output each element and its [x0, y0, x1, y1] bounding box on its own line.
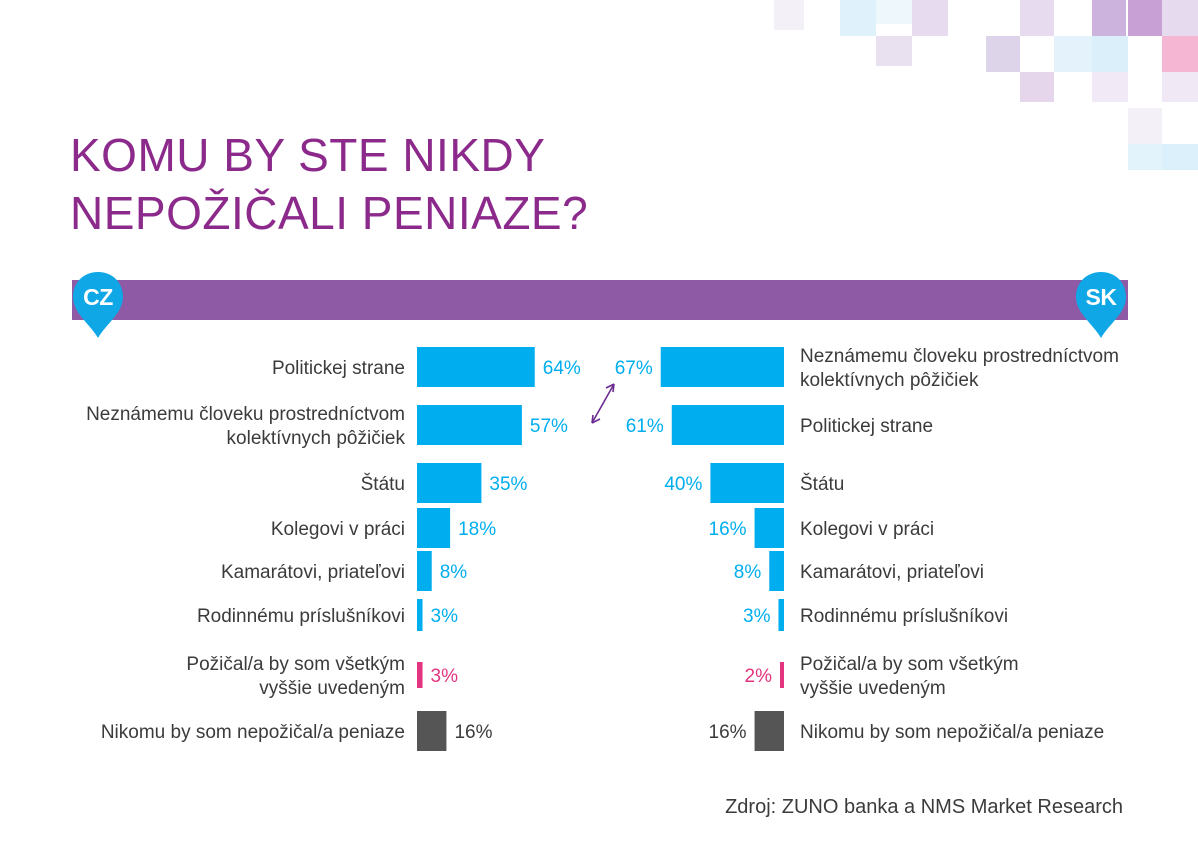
mosaic-tile: [1162, 144, 1198, 170]
sk-value-label: 16%: [709, 519, 747, 540]
cz-bar: [417, 405, 522, 445]
page-title: KOMU BY STE NIKDY NEPOŽIČALI PENIAZE?: [70, 126, 588, 242]
sk-value-label: 61%: [626, 416, 664, 437]
decorative-mosaic: [774, 0, 1198, 170]
sk-bar: [660, 347, 784, 387]
cz-bar: [417, 711, 447, 751]
sk-bar: [778, 599, 784, 631]
sk-bar: [769, 551, 784, 591]
location-pin-icon: [73, 272, 123, 338]
mosaic-tile: [1092, 0, 1126, 36]
cz-value-label: 57%: [530, 416, 568, 437]
cz-value-label: 18%: [458, 519, 496, 540]
title-line-2: NEPOŽIČALI PENIAZE?: [70, 187, 589, 239]
mosaic-tile: [1054, 36, 1092, 72]
cz-value-label: 35%: [489, 474, 527, 495]
mosaic-tile: [1128, 0, 1162, 36]
cz-value-label: 16%: [454, 722, 492, 743]
sk-category-label: Požičal/a by som všetkým vyššie uvedeným: [800, 654, 1019, 699]
sk-category-label: Rodinnému príslušníkovi: [800, 606, 1008, 627]
cz-category-label: Štátu: [361, 473, 405, 495]
mosaic-tile: [774, 0, 804, 30]
sk-value-label: 67%: [615, 358, 653, 379]
sk-bar: [754, 508, 784, 548]
mosaic-tile: [1020, 72, 1054, 102]
mosaic-tile: [1128, 108, 1162, 144]
mosaic-tile: [1092, 36, 1128, 72]
mosaic-tile: [876, 0, 912, 24]
sk-value-label: 2%: [745, 666, 773, 687]
sk-bar: [671, 405, 784, 445]
mosaic-tile: [840, 0, 876, 36]
sk-bars: 67% Neznámemu človeku prostredníctvom kole…: [615, 346, 1119, 751]
sk-value-label: 40%: [664, 474, 702, 495]
title-line-1: KOMU BY STE NIKDY: [70, 129, 546, 181]
cz-location-pin: CZ: [70, 270, 126, 340]
sk-value-label: 8%: [734, 562, 762, 583]
cz-value-label: 8%: [440, 562, 468, 583]
cz-category-label: Kamarátovi, priateľovi: [221, 562, 405, 583]
sk-label: SK: [1085, 284, 1117, 310]
mosaic-tile: [1162, 36, 1198, 72]
source-note: Zdroj: ZUNO banka a NMS Market Research: [725, 796, 1123, 818]
cz-bar: [417, 599, 423, 631]
cz-category-label: Neznámemu človeku prostredníctvom kolektí…: [86, 404, 405, 449]
cz-category-label: Politickej strane: [272, 358, 405, 379]
country-band: [72, 280, 1128, 320]
mosaic-tile: [1162, 0, 1198, 36]
mosaic-tile: [1092, 72, 1128, 102]
cz-bar: [417, 463, 482, 503]
mosaic-tile: [876, 36, 912, 66]
cz-category-label: Rodinnému príslušníkovi: [197, 606, 405, 627]
cz-bar: [417, 551, 432, 591]
cz-category-label: Nikomu by som nepožičal/a peniaze: [101, 722, 405, 743]
sk-bar: [754, 711, 784, 751]
mosaic-tile: [986, 36, 1020, 72]
sk-category-label: Kolegovi v práci: [800, 519, 934, 540]
cz-label: CZ: [83, 284, 113, 310]
cz-bar: [417, 508, 451, 548]
sk-bar: [780, 662, 784, 688]
cz-value-label: 64%: [543, 358, 581, 379]
mosaic-tile: [912, 0, 948, 36]
sk-category-label: Nikomu by som nepožičal/a peniaze: [800, 722, 1104, 743]
cz-bars: 64% Politickej strane 57% Neznámemu človeku…: [86, 347, 581, 751]
sk-value-label: 16%: [709, 722, 747, 743]
cz-value-label: 3%: [431, 666, 459, 687]
location-pin-icon: [1076, 272, 1126, 338]
sk-category-label: Štátu: [800, 473, 844, 495]
mosaic-tile: [1128, 144, 1162, 170]
sk-category-label: Neznámemu človeku prostredníctvom kolektí…: [800, 346, 1119, 391]
sk-category-label: Politickej strane: [800, 416, 933, 437]
cz-category-label: Požičal/a by som všetkým vyššie uvedeným: [186, 654, 405, 699]
cz-value-label: 3%: [431, 606, 459, 627]
sk-bar: [710, 463, 784, 503]
mosaic-tile: [1162, 72, 1198, 102]
sk-value-label: 3%: [743, 606, 771, 627]
cz-bar: [417, 662, 423, 688]
swap-arrow-icon: [591, 383, 615, 424]
sk-location-pin: SK: [1073, 270, 1129, 340]
sk-category-label: Kamarátovi, priateľovi: [800, 562, 984, 583]
cz-bar: [417, 347, 535, 387]
mosaic-tile: [1020, 0, 1054, 36]
cz-category-label: Kolegovi v práci: [271, 519, 405, 540]
